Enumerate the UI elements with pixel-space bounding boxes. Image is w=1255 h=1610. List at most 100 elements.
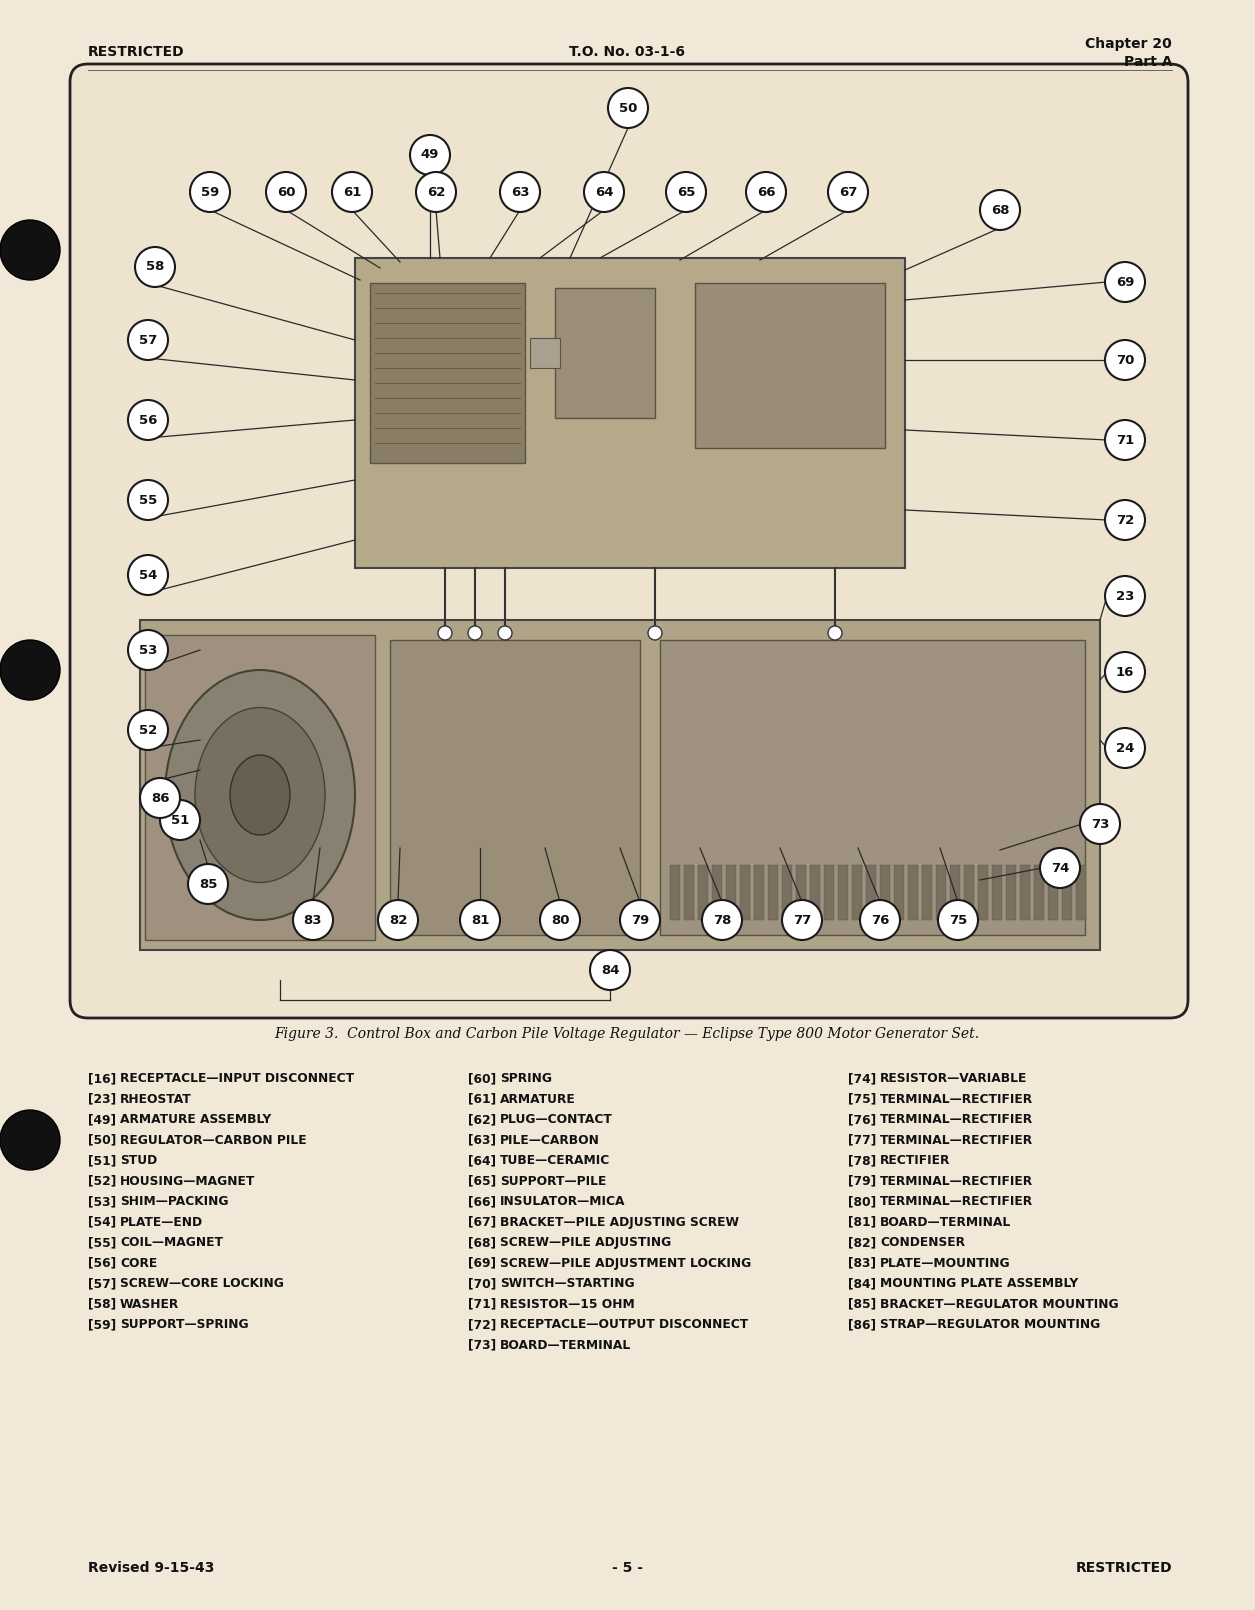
Text: [84]: [84] [848,1277,876,1290]
Text: 52: 52 [139,723,157,736]
Text: [81]: [81] [848,1216,876,1228]
Ellipse shape [164,670,355,919]
Text: 83: 83 [304,913,323,926]
Text: BRACKET—REGULATOR MOUNTING: BRACKET—REGULATOR MOUNTING [880,1298,1118,1311]
Text: [58]: [58] [88,1298,117,1311]
Circle shape [188,865,228,903]
Text: [64]: [64] [468,1154,496,1167]
Text: [76]: [76] [848,1113,876,1125]
Bar [880,865,890,919]
Circle shape [415,172,456,213]
Text: Figure 3.  Control Box and Carbon Pile Voltage Regulator — Eclipse Type 800 Moto: Figure 3. Control Box and Carbon Pile Vo… [275,1027,980,1042]
Text: - 5 -: - 5 - [611,1562,643,1575]
Bar [355,258,905,568]
Bar [866,865,876,919]
Text: ARMATURE: ARMATURE [499,1093,576,1106]
Text: 62: 62 [427,185,446,198]
Text: SCREW—PILE ADJUSTING: SCREW—PILE ADJUSTING [499,1236,671,1249]
Text: 82: 82 [389,913,407,926]
Text: PILE—CARBON: PILE—CARBON [499,1133,600,1146]
Circle shape [1081,803,1119,844]
Bar [1076,865,1086,919]
Circle shape [410,135,451,175]
Bar [852,865,862,919]
Bar [936,865,946,919]
Text: RESISTOR—VARIABLE: RESISTOR—VARIABLE [880,1072,1028,1085]
Bar [712,865,722,919]
Bar [740,865,750,919]
Text: ARMATURE ASSEMBLY: ARMATURE ASSEMBLY [120,1113,271,1125]
Text: 53: 53 [139,644,157,657]
Bar [782,865,792,919]
Text: 73: 73 [1091,818,1109,831]
Text: RECEPTACLE—INPUT DISCONNECT: RECEPTACLE—INPUT DISCONNECT [120,1072,354,1085]
Circle shape [128,710,168,750]
Circle shape [468,626,482,641]
Text: [53]: [53] [88,1195,117,1208]
Text: TERMINAL—RECTIFIER: TERMINAL—RECTIFIER [880,1133,1033,1146]
Circle shape [1104,576,1145,617]
Bar [698,865,708,919]
Text: [71]: [71] [468,1298,496,1311]
Text: HOUSING—MAGNET: HOUSING—MAGNET [120,1175,255,1188]
Bar [768,865,778,919]
Circle shape [620,900,660,940]
Text: 71: 71 [1116,433,1135,446]
Circle shape [378,900,418,940]
Circle shape [1104,728,1145,768]
Text: SHIM—PACKING: SHIM—PACKING [120,1195,228,1208]
Text: [70]: [70] [468,1277,496,1290]
Text: TERMINAL—RECTIFIER: TERMINAL—RECTIFIER [880,1093,1033,1106]
Text: COIL—MAGNET: COIL—MAGNET [120,1236,223,1249]
Text: [49]: [49] [88,1113,115,1125]
Circle shape [498,626,512,641]
Text: [50]: [50] [88,1133,117,1146]
Text: 63: 63 [511,185,530,198]
Text: 59: 59 [201,185,220,198]
Text: CONDENSER: CONDENSER [880,1236,965,1249]
Circle shape [584,172,624,213]
Ellipse shape [195,707,325,882]
Text: 50: 50 [619,101,638,114]
Text: Revised 9-15-43: Revised 9-15-43 [88,1562,215,1575]
Text: RESTRICTED: RESTRICTED [1076,1562,1172,1575]
Circle shape [159,800,200,840]
Text: 57: 57 [139,333,157,346]
Text: [74]: [74] [848,1072,876,1085]
Text: PLUG—CONTACT: PLUG—CONTACT [499,1113,612,1125]
Circle shape [1104,652,1145,692]
Text: WASHER: WASHER [120,1298,179,1311]
Text: PLATE—MOUNTING: PLATE—MOUNTING [880,1256,1010,1270]
Text: INSULATOR—MICA: INSULATOR—MICA [499,1195,625,1208]
Bar [146,634,375,940]
Text: 72: 72 [1116,514,1135,526]
Bar [950,865,960,919]
Text: 54: 54 [139,568,157,581]
FancyBboxPatch shape [70,64,1188,1018]
Text: SWITCH—STARTING: SWITCH—STARTING [499,1277,635,1290]
Text: [61]: [61] [468,1093,496,1106]
Text: 86: 86 [151,792,169,805]
Circle shape [745,172,786,213]
Bar [991,865,1001,919]
Text: [65]: [65] [468,1175,496,1188]
Text: 70: 70 [1116,354,1135,367]
Text: 64: 64 [595,185,614,198]
Text: Chapter 20: Chapter 20 [1086,37,1172,52]
Bar [809,865,820,919]
Circle shape [590,950,630,990]
Bar [695,283,885,448]
Text: TUBE—CERAMIC: TUBE—CERAMIC [499,1154,610,1167]
Bar [838,865,848,919]
Text: 78: 78 [713,913,732,926]
Text: 24: 24 [1116,742,1135,755]
Text: [59]: [59] [88,1319,117,1331]
Text: 84: 84 [601,963,619,977]
Text: 16: 16 [1116,665,1135,678]
Text: [82]: [82] [848,1236,876,1249]
Text: RECTIFIER: RECTIFIER [880,1154,950,1167]
Bar [725,865,735,919]
Text: 77: 77 [793,913,811,926]
Text: [80]: [80] [848,1195,876,1208]
Bar [141,620,1099,950]
